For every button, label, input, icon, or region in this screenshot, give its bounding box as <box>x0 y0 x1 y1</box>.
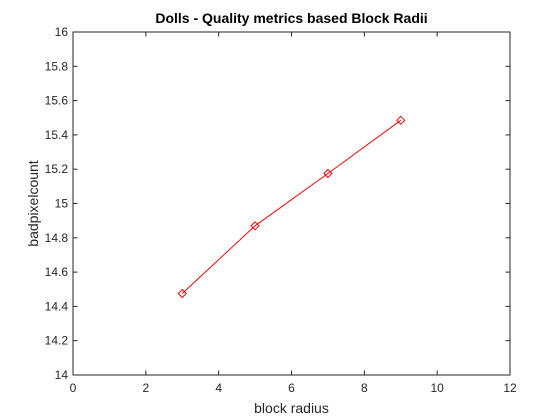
y-tick-label: 15.8 <box>45 59 69 73</box>
x-tick-label: 2 <box>142 381 149 395</box>
y-tick-label: 15.2 <box>45 162 69 176</box>
x-tick-label: 0 <box>70 381 77 395</box>
x-tick-label: 10 <box>430 381 444 395</box>
data-point-marker <box>250 221 260 231</box>
y-tick-label: 14.4 <box>45 299 69 313</box>
y-tick-label: 15.6 <box>45 94 69 108</box>
y-tick-label: 14 <box>55 368 69 382</box>
tick-labels: 0 2 4 6 8 10 12 14 14.2 14.4 14.6 14.8 15 15.2 15.4 15.… <box>45 25 517 395</box>
data-point-marker <box>177 288 187 299</box>
plot-area <box>73 32 510 375</box>
data-point-marker <box>323 168 333 179</box>
x-tick-label: 12 <box>503 381 517 395</box>
plot-frame <box>72 31 511 376</box>
data-point-marker <box>396 115 406 126</box>
chart-title: Dolls - Quality metrics based Block Radi… <box>155 10 427 26</box>
y-axis-label: badpixelcount <box>25 160 41 247</box>
x-axis-label: block radius <box>254 400 329 416</box>
x-tick-label: 4 <box>215 381 222 395</box>
y-tick-label: 15 <box>55 197 69 211</box>
y-tick-label: 14.8 <box>45 231 69 245</box>
y-tick-label: 14.2 <box>45 334 69 348</box>
y-tick-label: 14.6 <box>45 265 69 279</box>
series-line <box>181 119 402 294</box>
y-tick-label: 16 <box>55 25 69 39</box>
y-tick-label: 15.4 <box>45 128 69 142</box>
x-tick-label: 6 <box>288 381 295 395</box>
x-tick-label: 8 <box>361 381 368 395</box>
data-series <box>177 115 406 299</box>
